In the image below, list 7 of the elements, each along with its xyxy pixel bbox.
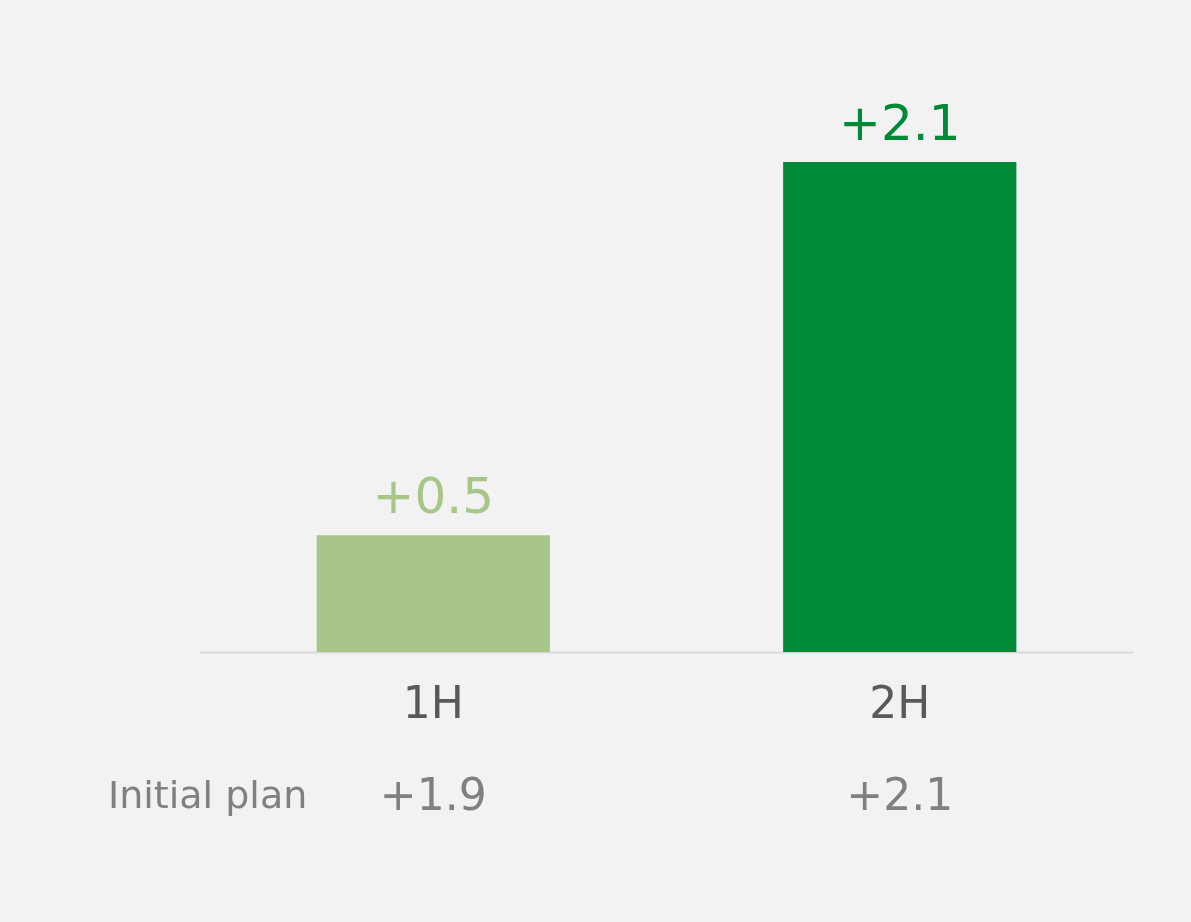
text: +2.1	[846, 769, 954, 820]
x-tick-label: 1H	[402, 676, 464, 728]
data-label: +2.1	[839, 94, 961, 152]
text: Initial plan	[108, 773, 308, 817]
x-tick-label: 2H	[869, 676, 931, 728]
data-label: +0.5	[372, 467, 494, 526]
text: +1.9	[379, 769, 487, 820]
